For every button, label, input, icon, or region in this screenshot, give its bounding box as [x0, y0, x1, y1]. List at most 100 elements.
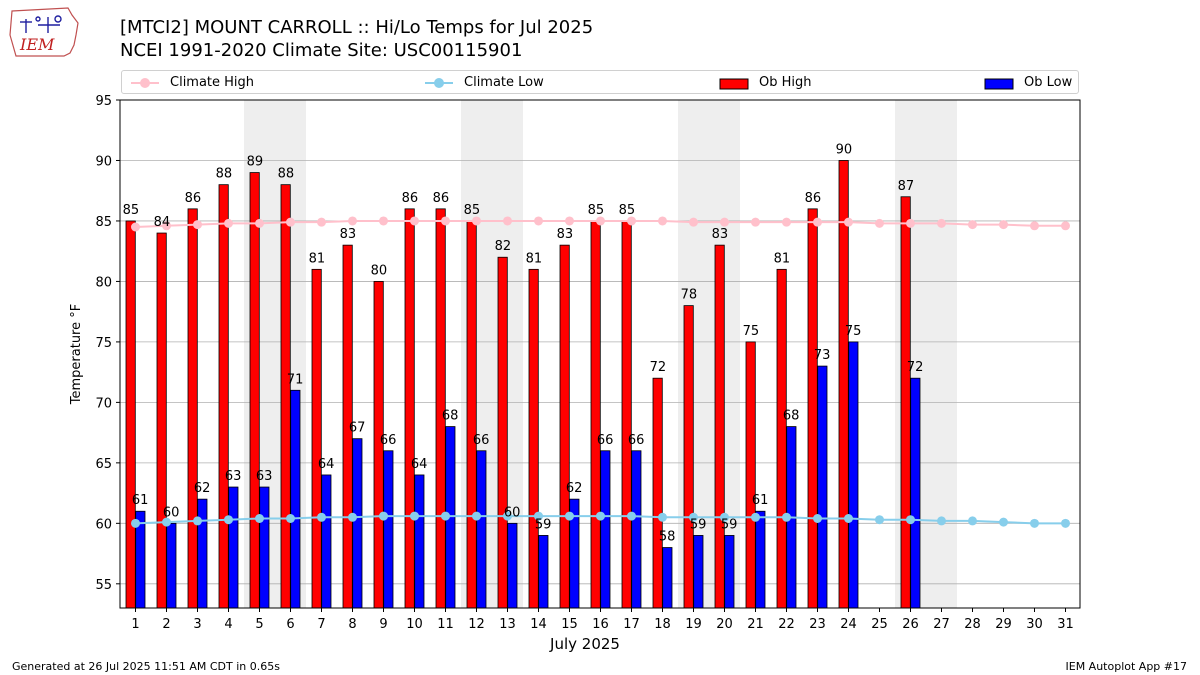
ob-high-bar	[342, 244, 353, 609]
climate-high-point	[379, 216, 388, 226]
ob-low-label: 59	[535, 517, 552, 532]
climate-high-point	[1061, 221, 1070, 231]
ob-low-bar	[755, 510, 766, 609]
x-tick-label: 17	[623, 617, 640, 632]
ob-low-bar	[507, 522, 518, 609]
x-tick-label: 13	[499, 617, 516, 632]
climate-low-point	[844, 513, 853, 523]
y-tick-label: 75	[95, 336, 112, 351]
ob-high-label: 82	[495, 239, 512, 254]
ob-high-bar	[776, 268, 787, 609]
ob-low-bar	[600, 450, 611, 609]
legend-swatch-climate-low	[425, 78, 453, 88]
climate-low-point	[131, 518, 140, 528]
x-axis-label: July 2025	[549, 635, 620, 653]
ob-low-label: 61	[132, 493, 149, 508]
climate-high-point	[844, 217, 853, 227]
climate-high-point	[937, 218, 946, 228]
ob-low-bar	[321, 474, 332, 609]
y-tick-label: 85	[95, 215, 112, 230]
ob-low-bar	[817, 365, 828, 609]
iem-logo: IEM	[9, 7, 79, 57]
climate-high-point	[813, 217, 822, 227]
climate-high-point	[875, 218, 884, 228]
x-tick-label: 28	[964, 617, 981, 632]
ob-high-bar	[187, 208, 198, 609]
climate-low-point	[503, 511, 512, 521]
ob-high-label: 85	[588, 203, 605, 218]
ob-low-label: 68	[442, 409, 459, 424]
app-footer: IEM Autoplot App #17	[1065, 660, 1188, 673]
ob-low-bar	[786, 426, 797, 609]
x-tick-label: 1	[131, 617, 139, 632]
ob-low-label: 60	[163, 505, 180, 520]
ob-low-label: 64	[318, 457, 335, 472]
climate-high-point	[193, 220, 202, 230]
climate-high-point	[286, 217, 295, 227]
climate-high-point	[627, 216, 636, 226]
climate-low-point	[999, 517, 1008, 527]
climate-low-point	[255, 513, 264, 523]
climate-low-point	[441, 511, 450, 521]
climate-low-line	[135, 515, 1066, 525]
ob-high-label: 81	[774, 251, 791, 266]
climate-low-point	[286, 513, 295, 523]
climate-low-point	[162, 517, 171, 527]
legend-swatch-ob-high	[719, 78, 749, 90]
ob-high-label: 86	[402, 191, 419, 206]
x-tick-label: 6	[286, 617, 294, 632]
ob-low-bar	[445, 426, 456, 609]
y-tick-label: 95	[95, 94, 112, 109]
climate-low-point	[782, 512, 791, 522]
ob-low-bar	[848, 341, 859, 609]
x-tick-label: 25	[871, 617, 888, 632]
ob-low-bar	[476, 450, 487, 609]
y-tick-label: 60	[95, 517, 112, 532]
ob-low-bar	[414, 474, 425, 609]
climate-low-point	[1061, 518, 1070, 528]
x-tick-label: 8	[348, 617, 356, 632]
ob-high-label: 85	[464, 203, 481, 218]
climate-low-point	[689, 512, 698, 522]
ob-low-label: 72	[907, 360, 924, 375]
weather-station-icon	[20, 15, 62, 33]
x-tick-label: 21	[747, 617, 764, 632]
climate-high-point	[720, 217, 729, 227]
logo-text: IEM	[19, 35, 55, 54]
x-tick-label: 4	[224, 617, 232, 632]
climate-low-point	[224, 515, 233, 525]
ob-high-label: 86	[805, 191, 822, 206]
ob-high-label: 83	[712, 227, 729, 242]
x-tick-label: 23	[809, 617, 826, 632]
ob-high-label: 89	[247, 155, 264, 170]
climate-low-point	[937, 516, 946, 526]
ob-high-bar	[621, 220, 632, 609]
x-tick-label: 3	[193, 617, 201, 632]
x-tick-label: 11	[437, 617, 454, 632]
climate-low-point	[565, 511, 574, 521]
climate-high-point	[162, 221, 171, 231]
climate-high-point	[131, 222, 140, 232]
plot-frame	[119, 99, 1081, 609]
ob-low-bar	[197, 498, 208, 609]
climate-low-point	[1030, 518, 1039, 528]
ob-low-label: 60	[504, 505, 521, 520]
climate-low-point	[968, 516, 977, 526]
climate-low-point	[379, 511, 388, 521]
ob-low-label: 62	[194, 481, 211, 496]
climate-high-line	[135, 219, 1066, 228]
ob-high-bar	[435, 208, 446, 609]
ob-high-bar	[311, 268, 322, 609]
ob-low-label: 62	[566, 481, 583, 496]
ob-high-bar	[373, 281, 384, 609]
climate-high-point	[441, 216, 450, 226]
climate-high-point	[689, 217, 698, 227]
ob-low-label: 66	[628, 433, 645, 448]
climate-high-point	[534, 216, 543, 226]
ob-low-bar	[538, 535, 549, 609]
ob-low-label: 66	[380, 433, 397, 448]
climate-low-point	[317, 512, 326, 522]
climate-high-point	[255, 218, 264, 228]
climate-high-point	[658, 216, 667, 226]
